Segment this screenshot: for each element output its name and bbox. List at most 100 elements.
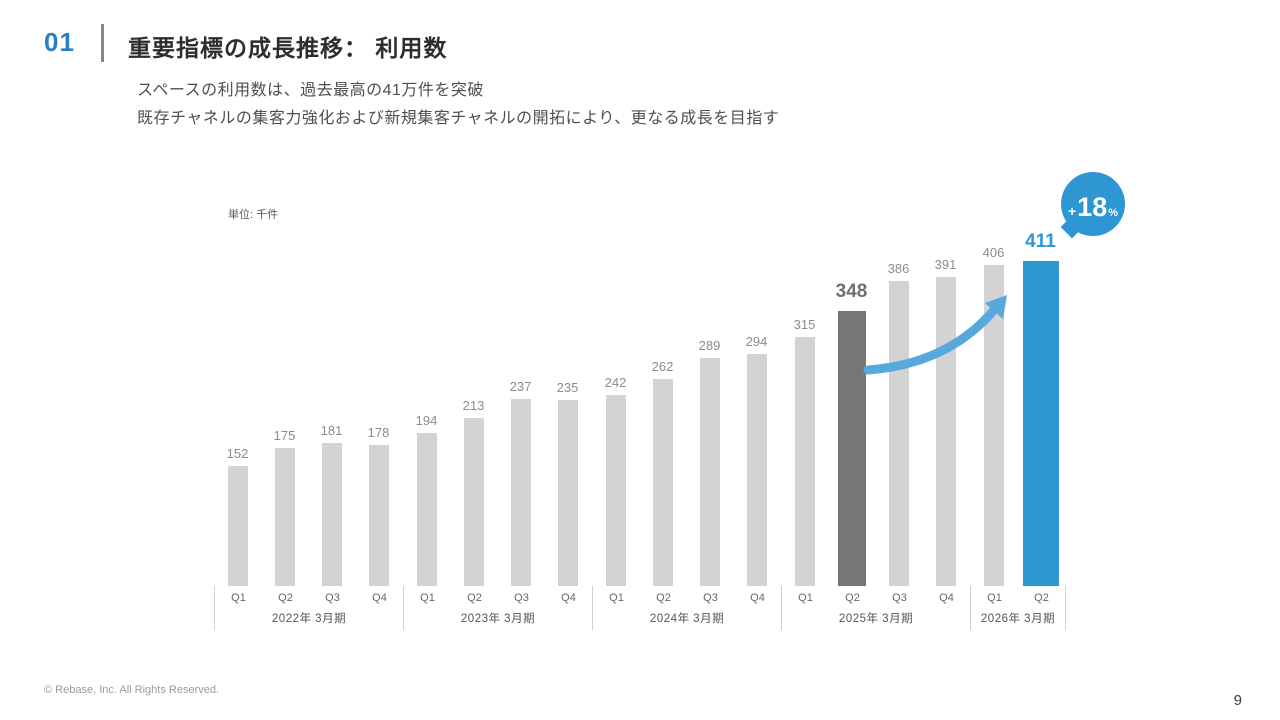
bar-value-label: 294	[745, 334, 768, 349]
page-title: 重要指標の成長推移： 利用数	[128, 35, 448, 61]
bar	[463, 418, 484, 586]
quarter-row: Q1 Q2	[971, 592, 1065, 604]
fiscal-year-label: 2022年 3月期	[271, 613, 347, 625]
bar-slot: 406	[970, 245, 1017, 586]
bar-value-label: 391	[934, 257, 957, 272]
bars-row: 194 213 237 235	[403, 193, 592, 586]
bar-value-label: 289	[698, 338, 721, 353]
quarter-label: Q2	[845, 592, 860, 604]
bars-row: 242 262 289 294	[592, 193, 781, 586]
bar-value-label: 406	[982, 245, 1005, 260]
bar-value-label: 242	[604, 375, 627, 390]
growth-arrow-icon	[863, 295, 1007, 375]
bar-value-label: 181	[320, 423, 343, 438]
bar-slot: 315	[781, 317, 828, 586]
quarter-label: Q2	[1034, 592, 1049, 604]
quarter-label: Q2	[467, 592, 482, 604]
quarter-label: Q4	[939, 592, 954, 604]
group-footer: Q1 Q2 Q3 Q4 2022年 3月期	[214, 586, 403, 630]
quarter-row: Q1 Q2 Q3 Q4	[593, 592, 781, 604]
fiscal-year-label: 2023年 3月期	[460, 613, 536, 625]
quarter-label: Q4	[750, 592, 765, 604]
quarter-label: Q2	[278, 592, 293, 604]
quarter-label: Q3	[325, 592, 340, 604]
quarter-label: Q2	[656, 592, 671, 604]
quarter-row: Q1 Q2 Q3 Q4	[782, 592, 970, 604]
bar	[274, 448, 295, 586]
bar-value-label: 152	[226, 446, 249, 461]
bar-slot: 175	[261, 428, 308, 586]
bar	[416, 433, 437, 586]
bar-slot: 386	[875, 261, 922, 586]
bar	[699, 358, 720, 586]
group-footer: Q1 Q2 2026年 3月期	[970, 586, 1066, 630]
quarter-label: Q1	[420, 592, 435, 604]
bar-slot: 194	[403, 413, 450, 586]
bar-slot: 262	[639, 359, 686, 586]
bar-slot: 152	[214, 446, 261, 586]
bar-slot: 242	[592, 375, 639, 586]
group-footer: Q1 Q2 Q3 Q4 2023年 3月期	[403, 586, 592, 630]
bar-value-label: 235	[556, 380, 579, 395]
bar-value-label: 178	[367, 425, 390, 440]
bar-value-label: 213	[462, 398, 485, 413]
slide-subtitle: スペースの利用数は、過去最高の41万件を突破 既存チャネルの集客力強化および新規…	[137, 77, 779, 133]
chart-group: 315 348 386 391 Q1 Q2 Q3 Q4 2025年 3月期	[781, 193, 970, 630]
bar-value-label: 262	[651, 359, 674, 374]
bar-accent	[1022, 261, 1059, 586]
bar	[983, 265, 1004, 586]
fiscal-year-label: 2025年 3月期	[838, 613, 914, 625]
quarter-label: Q3	[892, 592, 907, 604]
chart-unit-label: 単位: 千件	[228, 209, 279, 221]
copyright: © Rebase, Inc. All Rights Reserved.	[44, 684, 220, 696]
bar	[652, 379, 673, 586]
group-footer: Q1 Q2 Q3 Q4 2025年 3月期	[781, 586, 970, 630]
bar-slot: 289	[686, 338, 733, 586]
bar-slot: 237	[497, 379, 544, 586]
quarter-label: Q4	[372, 592, 387, 604]
section-number: 01	[44, 27, 75, 57]
bar	[605, 395, 626, 586]
bar-value-label: 194	[415, 413, 438, 428]
badge-plus-sign: +	[1067, 203, 1077, 219]
chart-group: 194 213 237 235 Q1 Q2 Q3 Q4 2023年 3月期	[403, 193, 592, 630]
subtitle-line-1: スペースの利用数は、過去最高の41万件を突破	[137, 82, 484, 99]
bars-row: 406 411	[970, 193, 1066, 586]
badge-percent-sign: %	[1108, 207, 1118, 219]
quarter-row: Q1 Q2 Q3 Q4	[404, 592, 592, 604]
quarter-label: Q3	[514, 592, 529, 604]
bar-value-label: 386	[887, 261, 910, 276]
chart-group: 242 262 289 294 Q1 Q2 Q3 Q4 2024年 3月期	[592, 193, 781, 630]
bar-slot: 181	[308, 423, 355, 586]
bar-value-label: 348	[835, 281, 868, 302]
quarter-label: Q1	[987, 592, 1002, 604]
chart-group: 152 175 181 178 Q1 Q2 Q3 Q4 2022年 3月期	[214, 193, 403, 630]
bar-value-label: 315	[793, 317, 816, 332]
chart-groups: 152 175 181 178 Q1 Q2 Q3 Q4 2022年 3月期 194 213 237 23…	[214, 193, 1066, 630]
bar	[888, 281, 909, 586]
subtitle-line-2: 既存チャネルの集客力強化および新規集客チャネルの開拓により、更なる成長を目指す	[137, 110, 780, 127]
page-number: 9	[1233, 692, 1242, 709]
group-footer: Q1 Q2 Q3 Q4 2024年 3月期	[592, 586, 781, 630]
quarter-label: Q4	[561, 592, 576, 604]
fiscal-year-label: 2024年 3月期	[649, 613, 725, 625]
quarter-label: Q3	[703, 592, 718, 604]
bar-value-label: 237	[509, 379, 532, 394]
bar	[794, 337, 815, 586]
title-divider	[101, 24, 104, 62]
bar	[557, 400, 578, 586]
bar-slot: 213	[450, 398, 497, 586]
growth-rate-badge: +18%	[1061, 172, 1125, 236]
quarter-label: Q1	[231, 592, 246, 604]
quarter-label: Q1	[798, 592, 813, 604]
bars-row: 315 348 386 391	[781, 193, 970, 586]
bar-slot: 178	[355, 425, 402, 586]
quarter-label: Q1	[609, 592, 624, 604]
bar	[227, 466, 248, 586]
bar	[746, 354, 767, 586]
bar-value-label: 175	[273, 428, 296, 443]
bar-chart: 単位: 千件 152 175 181 178 Q1 Q2 Q3 Q4 2022年 3月期 194 2…	[214, 198, 1074, 630]
bar-slot: 294	[733, 334, 780, 586]
bars-row: 152 175 181 178	[214, 193, 403, 586]
